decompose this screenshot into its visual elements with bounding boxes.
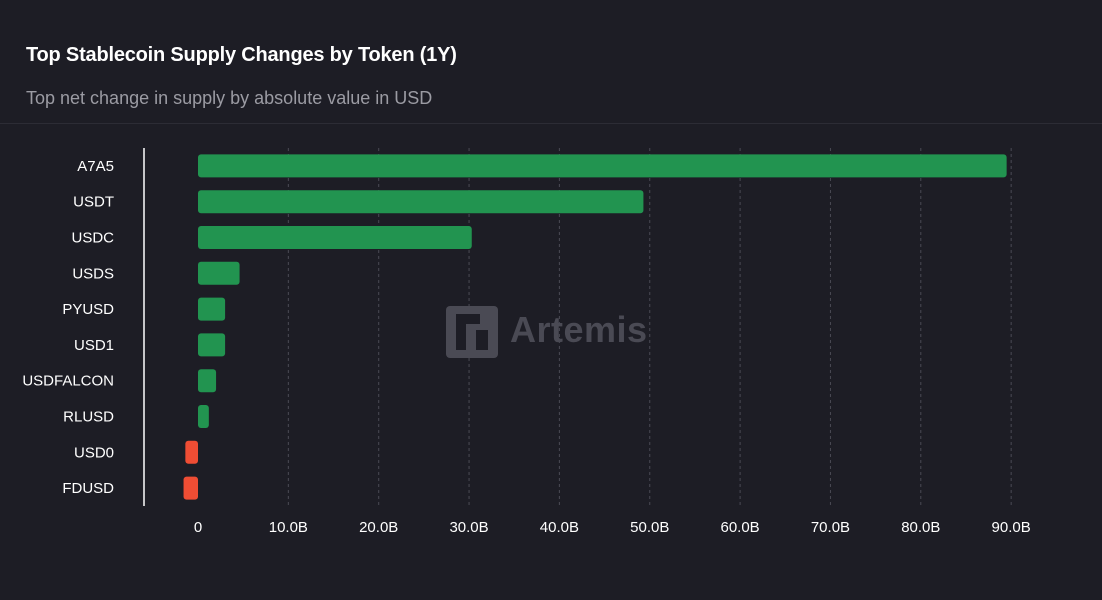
- watermark-text: Artemis: [510, 309, 648, 350]
- category-label: USDT: [73, 194, 114, 211]
- x-tick-label: 40.0B: [540, 519, 579, 536]
- bar-usds[interactable]: [198, 261, 240, 285]
- x-tick-label: 30.0B: [449, 519, 488, 536]
- header-divider: [0, 123, 1102, 124]
- category-label: USDFALCON: [22, 373, 114, 390]
- x-tick-label: 90.0B: [992, 519, 1031, 536]
- x-tick-label: 20.0B: [359, 519, 398, 536]
- category-label: USDS: [72, 265, 114, 282]
- category-label: USD1: [74, 337, 114, 354]
- x-tick-label: 0: [194, 519, 202, 536]
- chart-title: Top Stablecoin Supply Changes by Token (…: [26, 44, 457, 66]
- x-tick-label: 10.0B: [269, 519, 308, 536]
- x-tick-labels: 0 10.0B 20.0B 30.0B 40.0B 50.0B 60.0B 70.0B 80.0…: [194, 519, 1031, 536]
- category-label: USD0: [74, 444, 114, 461]
- bar-usd0[interactable]: [185, 440, 198, 464]
- x-tick-label: 70.0B: [811, 519, 850, 536]
- bar-usd1[interactable]: [198, 333, 226, 357]
- bar-rlusd[interactable]: [198, 405, 209, 428]
- x-tick-label: 50.0B: [630, 519, 669, 536]
- category-label: USDC: [71, 230, 114, 247]
- bar-usdt[interactable]: [198, 190, 644, 214]
- category-labels: A7A5 USDT USDC USDS PYUSD USD1 USDFALCON RLUSD U…: [22, 158, 114, 497]
- category-label: FDUSD: [62, 480, 114, 497]
- bar-fdusd[interactable]: [183, 476, 198, 500]
- artemis-logo-icon: [446, 306, 498, 358]
- bar-a7a5[interactable]: [198, 154, 1007, 178]
- chart-subtitle: Top net change in supply by absolute val…: [26, 88, 433, 108]
- x-tick-label: 60.0B: [720, 519, 759, 536]
- category-label: RLUSD: [63, 409, 114, 426]
- bars: [183, 154, 1007, 500]
- bar-usdc[interactable]: [198, 226, 472, 249]
- bar-pyusd[interactable]: [198, 297, 226, 321]
- category-label: A7A5: [77, 158, 114, 175]
- category-label: PYUSD: [62, 301, 114, 318]
- bar-usdfalcon[interactable]: [198, 369, 217, 393]
- x-tick-label: 80.0B: [901, 519, 940, 536]
